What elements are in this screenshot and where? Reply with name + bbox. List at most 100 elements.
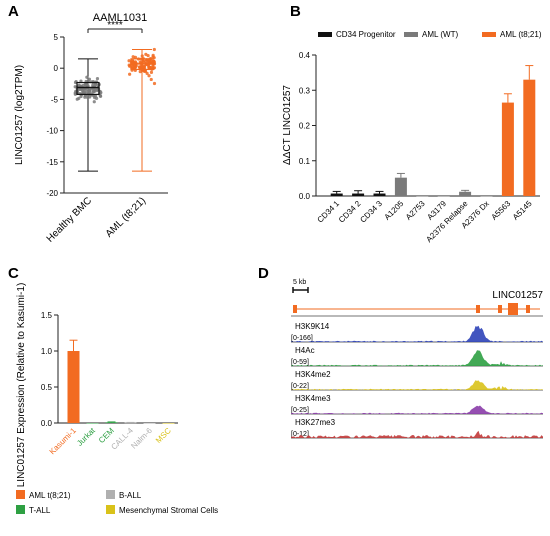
panel-c-ytick-label: 0.0 [41,419,53,428]
panel-letter-a: A [8,3,19,20]
panel-a-yticks: 5 0 -5 -10 -15 -20 [46,33,64,198]
panel-b-legend-label: AML (WT) [422,30,458,39]
box-point [149,70,154,74]
box-point [152,47,156,52]
panel-b-bar [416,196,429,197]
panel-b-xtick-label: CD34 3 [358,199,384,225]
track-name: H3K27me3 [295,418,336,427]
panel-a-xtick-label: AML (t8;21) [104,195,148,239]
panel-c: LINC01257 Expression (Relative to Kasumi… [16,283,218,515]
panel-b-bar [330,193,343,196]
box-point [92,100,96,104]
panel-b-bars [330,65,536,197]
panel-c-ytick-label: 0.5 [41,383,53,392]
box-body [76,81,100,96]
box-point [147,74,151,78]
box-point [152,81,157,86]
panel-b-xtick-label: CD34 2 [337,199,363,225]
gene-exon [508,303,518,315]
panel-a-ytick-label: -20 [46,189,58,198]
panel-a-xlabels: Healthy BMC AML (t8;21) [45,195,148,244]
box-point [145,71,149,75]
box-point [87,88,91,93]
panel-b-ytick-label: 0.0 [299,192,311,201]
panel-b-bar [501,102,514,196]
track-range: [0-12] [291,431,309,438]
gene-exon [526,305,530,313]
panel-a-ytick-label: -15 [46,158,58,167]
box-point [91,90,95,94]
panel-c-xtick-label: Kasumi-1 [48,426,79,457]
track-range: [0-25] [291,407,309,414]
track-name: H3K4me3 [295,394,331,403]
track-range: [0-22] [291,383,309,390]
panel-c-xtick-label: Nalm-6 [129,426,154,451]
panel-b-xtick-label: A1205 [383,199,406,222]
box-point [142,65,147,69]
box-point [132,66,136,70]
panel-b-legend-swatch [318,32,332,37]
box-point [82,90,86,94]
panel-c-legend-label: T-ALL [29,506,51,515]
panel-b-legend-label: CD34 Progenitor [336,30,396,39]
box-point [140,54,144,58]
panel-a-ytick-label: -10 [46,127,58,136]
gene-exon [293,305,297,313]
panel-a: AAML1031 LINC01257 (log2TPM) 5 0 -5 -10 -15 -… [14,12,168,245]
panel-c-legend-swatch [106,490,115,499]
panel-d-tracks: H3K9K14 [0-166] H4Ac [0-59] H3K4me2 [0-22] H3K… [291,322,543,439]
panel-c-legend-swatch [16,505,25,514]
panel-a-xtick-label: Healthy BMC [45,195,94,244]
box-point [138,69,142,74]
panel-a-ytick-label: 0 [54,64,59,73]
panel-b-ytick-label: 0.1 [299,157,311,166]
box-point [77,96,81,100]
box-point [86,95,90,100]
box-point [133,60,138,64]
panel-b: ΔΔCT LINC01257 0.00.10.20.30.4 CD34 1CD3… [282,30,542,244]
box-point [146,59,151,63]
box-point [138,66,142,70]
panel-b-bar [523,79,536,196]
track-signal [291,350,543,366]
panel-c-ytick-label: 1.5 [41,311,53,320]
panel-b-legend-swatch [404,32,418,37]
panel-b-yticks: 0.0 0.1 0.2 0.3 0.4 [299,51,316,201]
panel-b-xtick-label: A5563 [490,199,513,222]
panel-c-legend-label: Mesenchymal Stromal Cells [119,506,218,515]
panel-letter-c: C [8,265,19,282]
track-signal [291,380,543,390]
panel-b-bar [352,193,365,196]
panel-b-ylabel: ΔΔCT LINC01257 [282,85,293,165]
box-point [152,62,157,66]
panel-b-legend: CD34 Progenitor AML (WT) AML (t8;21) [318,30,542,39]
panel-d: 5 kb LINC01257 H3K9K14[0-166]H4Ac[0-59]H… [291,279,543,439]
panel-b-ytick-label: 0.3 [299,86,311,95]
panel-c-bar [105,422,118,423]
track-name: H3K9K14 [295,322,330,331]
panel-a-ytick-label: 5 [54,33,59,42]
scale-bar-label: 5 kb [293,279,306,286]
panel-c-yticks: 0.0 0.5 1.0 1.5 [41,311,58,428]
panel-c-bar [86,423,99,424]
panel-c-bar [143,423,156,424]
panel-b-bar [437,196,450,197]
panel-c-ytick-label: 1.0 [41,347,53,356]
panel-letter-b: B [290,3,301,20]
box-point [130,58,135,63]
gene-name: LINC01257 [492,290,543,301]
track-range: [0-166] [291,335,313,342]
panel-a-ytick-label: -5 [51,95,59,104]
box-point [143,59,148,64]
panel-a-ylabel: LINC01257 (log2TPM) [14,65,25,165]
box-point [98,94,103,98]
panel-b-xtick-label: A5145 [511,199,534,222]
box-point [133,55,138,59]
track-name: H4Ac [295,346,315,355]
panel-b-xtick-label: A2753 [404,199,427,222]
track-signal [291,405,543,414]
box-point [127,59,131,63]
panel-letter-d: D [258,265,269,282]
